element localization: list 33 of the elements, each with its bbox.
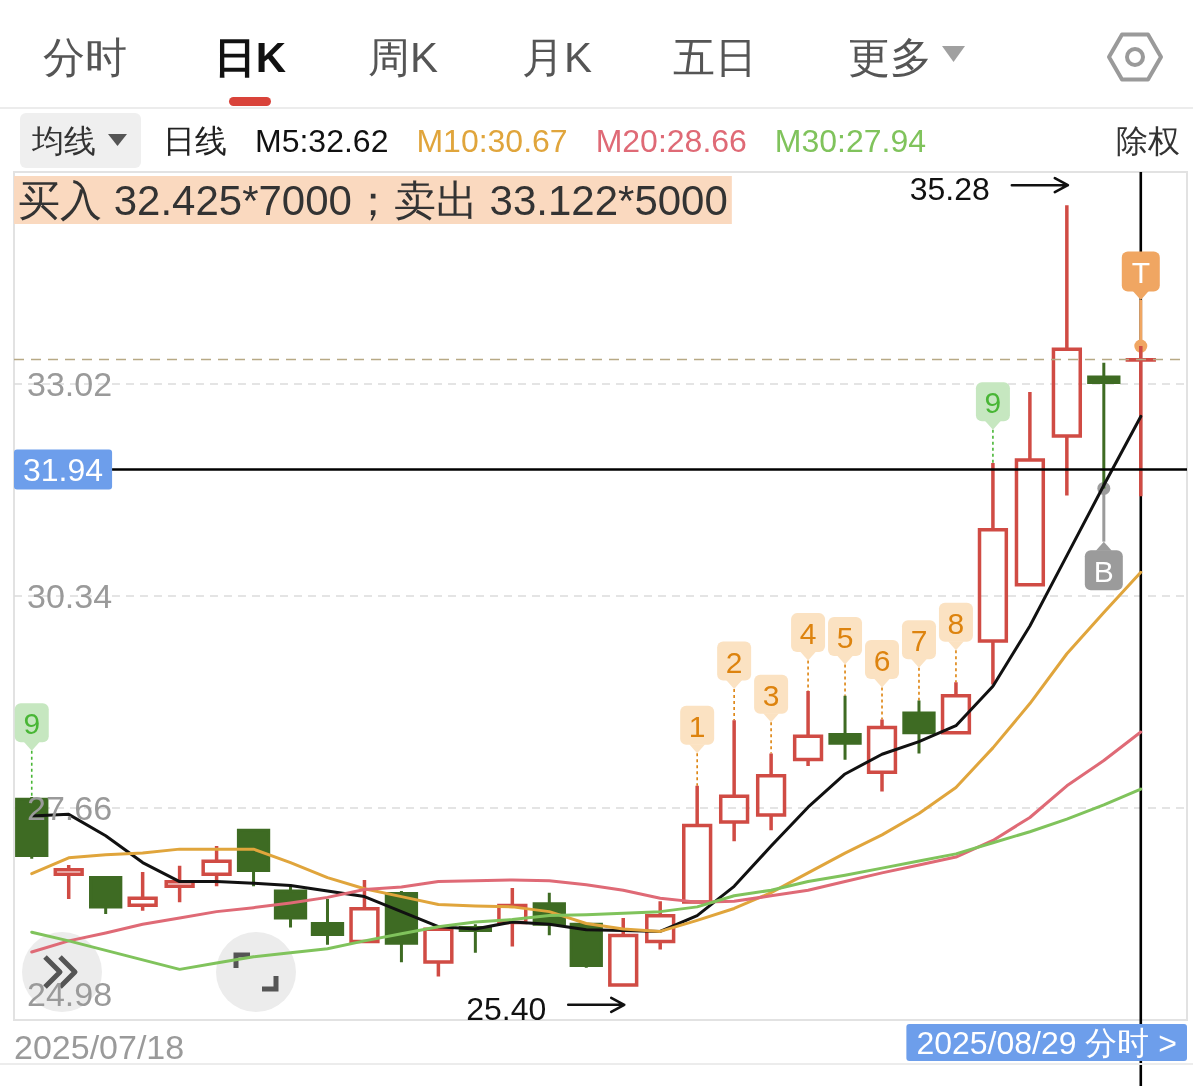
text: M30:27.94 [774, 123, 927, 159]
text: 除权 [1116, 123, 1180, 159]
annotation: T [1131, 255, 1150, 289]
annotation: 6 [873, 644, 891, 678]
annotation: 5 [836, 621, 854, 655]
text: 五日 [673, 33, 757, 81]
text: 2025/08/29 分时 > [916, 1025, 1177, 1061]
annotation: 4 [799, 617, 817, 651]
annotation: 35.28 [909, 171, 990, 208]
annotation: 9 [23, 707, 41, 741]
text: 均线 [31, 123, 96, 159]
text: 2025/07/18 [14, 1028, 185, 1066]
text: 日线 [163, 123, 227, 159]
text: M10:30.67 [416, 123, 568, 159]
text: 周K [367, 33, 439, 81]
annotation: 25.40 [466, 990, 547, 1027]
annotation: B [1093, 554, 1114, 588]
annotation: 9 [984, 386, 1002, 420]
text: 分时 [43, 33, 127, 81]
y-tick-label: 30.34 [27, 577, 113, 615]
y-tick-label: 24.98 [27, 975, 113, 1013]
text: 更多 [848, 33, 932, 81]
annotation: 1 [688, 709, 706, 743]
text: 月K [521, 33, 593, 81]
ref-line-label: 31.94 [23, 452, 104, 489]
annotation: 2 [725, 645, 743, 679]
annotation: 8 [947, 606, 965, 640]
annotation: 7 [910, 624, 928, 658]
text: M20:28.66 [595, 123, 747, 159]
text: 日K [213, 33, 287, 81]
y-tick-label: 33.02 [27, 365, 113, 403]
annotation: 3 [762, 678, 780, 712]
text: M5:32.62 [255, 123, 389, 159]
